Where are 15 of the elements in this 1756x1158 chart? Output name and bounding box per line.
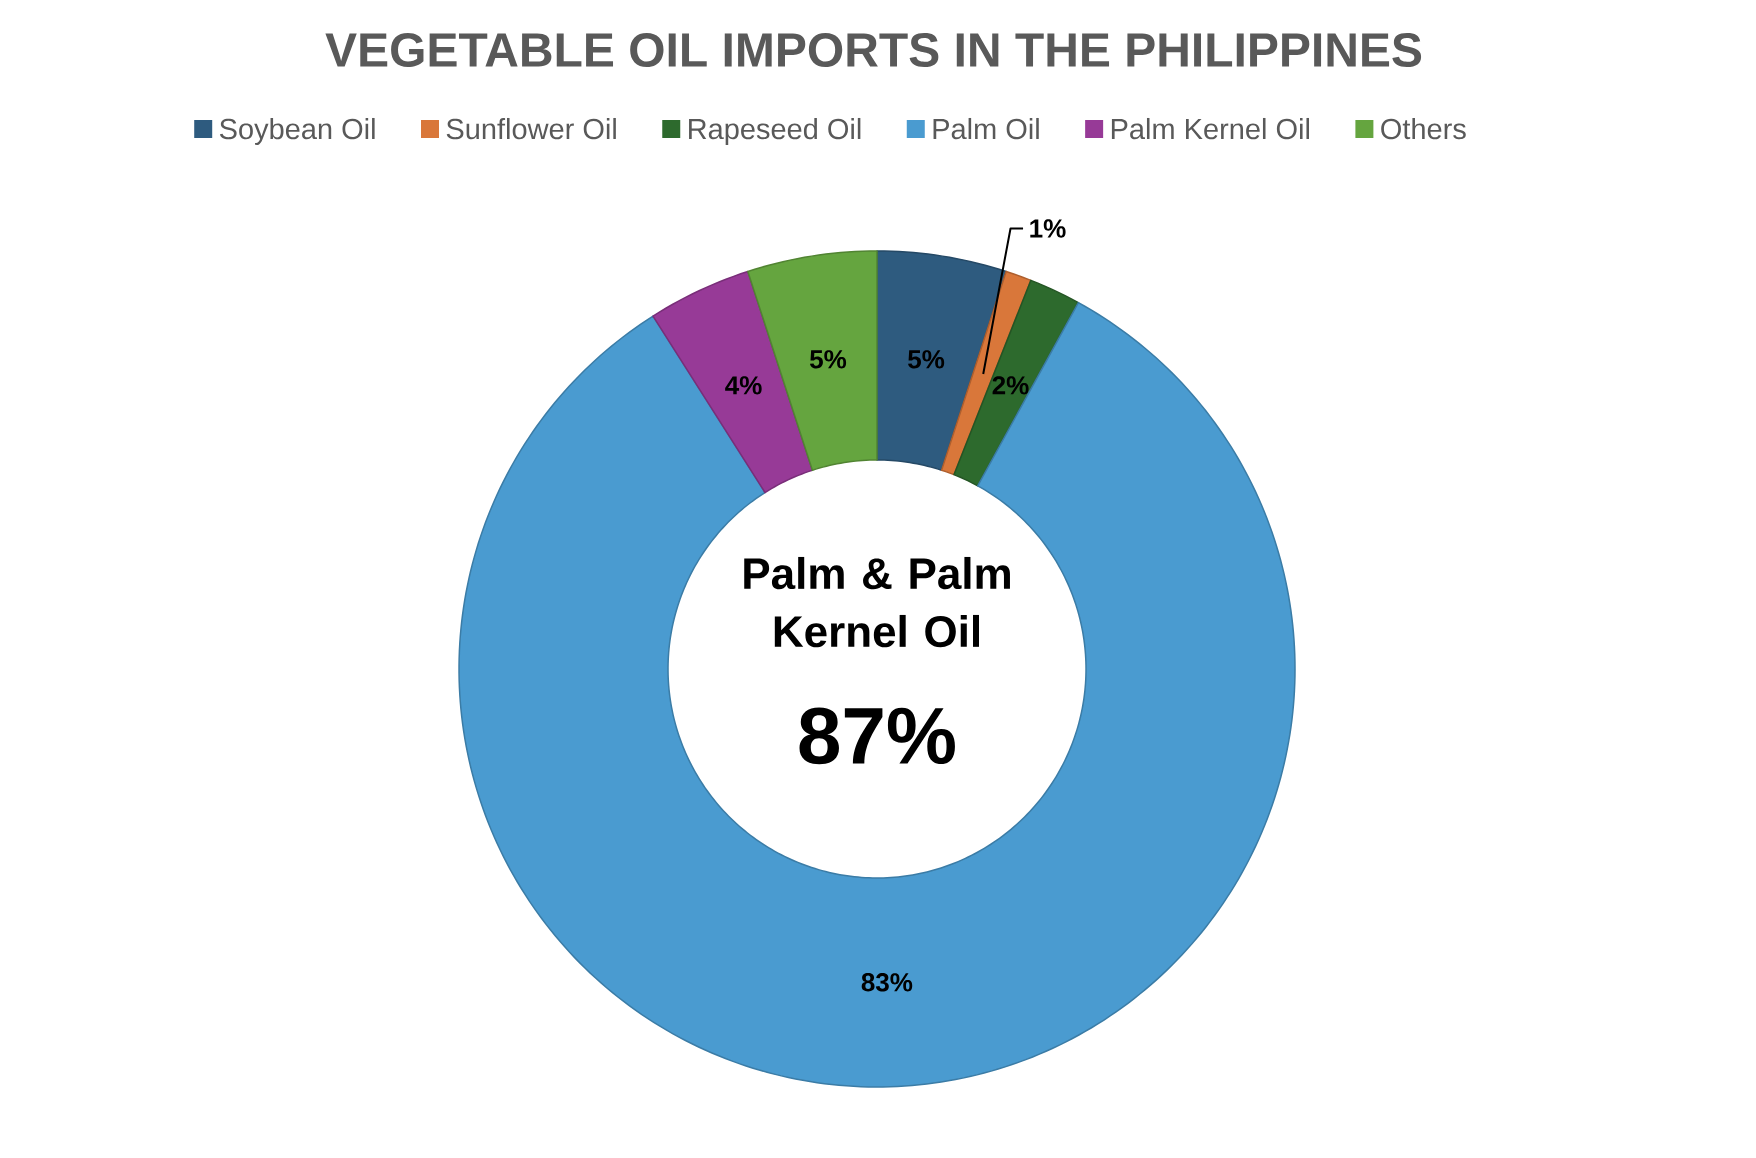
data-label: 2% — [992, 376, 1029, 395]
legend-label: Sunflower Oil — [446, 117, 616, 140]
text: Palm & Palm Kernel Oil — [744, 556, 1010, 648]
chart-title: VEGETABLE OIL IMPORTS IN THE PHILIPPINES — [325, 32, 1422, 67]
legend-label: Others — [1381, 117, 1466, 140]
data-label: 5% — [809, 350, 847, 369]
legend-label: Rapeseed Oil — [689, 117, 861, 145]
legend-label: Palm Kernel Oil — [1111, 117, 1309, 140]
data-label: 4% — [725, 376, 762, 395]
data-label: 1% — [1030, 219, 1066, 238]
data-label: 83% — [861, 973, 913, 992]
legend-label: Palm Oil — [933, 117, 1039, 140]
data-label: 5% — [908, 350, 945, 369]
legend-label: Soybean Oil — [219, 117, 375, 145]
text: 87% — [799, 707, 955, 765]
